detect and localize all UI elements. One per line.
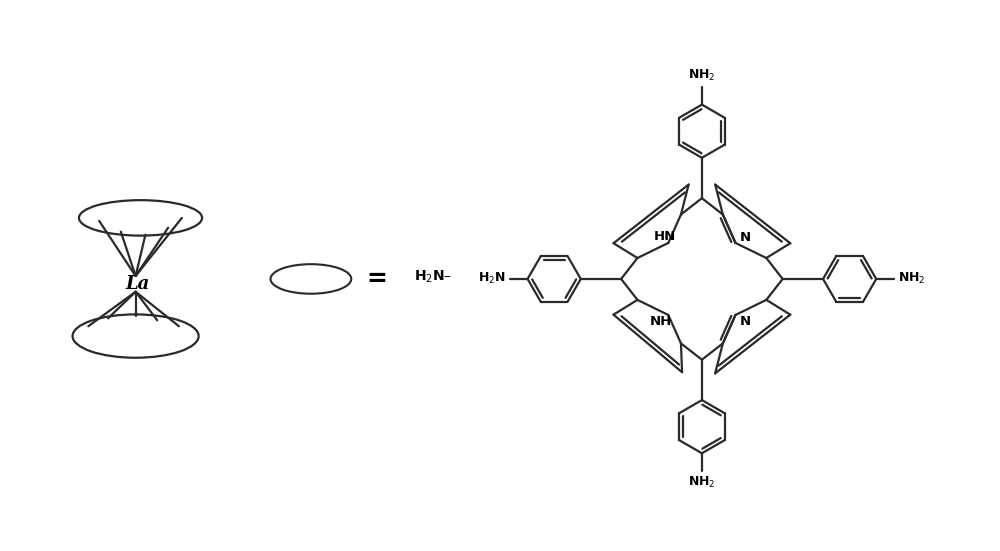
- Text: H$_2$N: H$_2$N: [478, 272, 506, 287]
- Text: =: =: [366, 267, 387, 291]
- Text: H$_2$N–: H$_2$N–: [414, 269, 453, 285]
- Text: NH$_2$: NH$_2$: [688, 68, 716, 83]
- Text: La: La: [125, 275, 150, 293]
- Text: N: N: [740, 315, 751, 328]
- Text: HN: HN: [653, 230, 676, 242]
- Text: NH$_2$: NH$_2$: [898, 272, 925, 287]
- Text: NH$_2$: NH$_2$: [688, 475, 716, 490]
- Text: N: N: [740, 230, 751, 244]
- Text: NH: NH: [649, 315, 672, 328]
